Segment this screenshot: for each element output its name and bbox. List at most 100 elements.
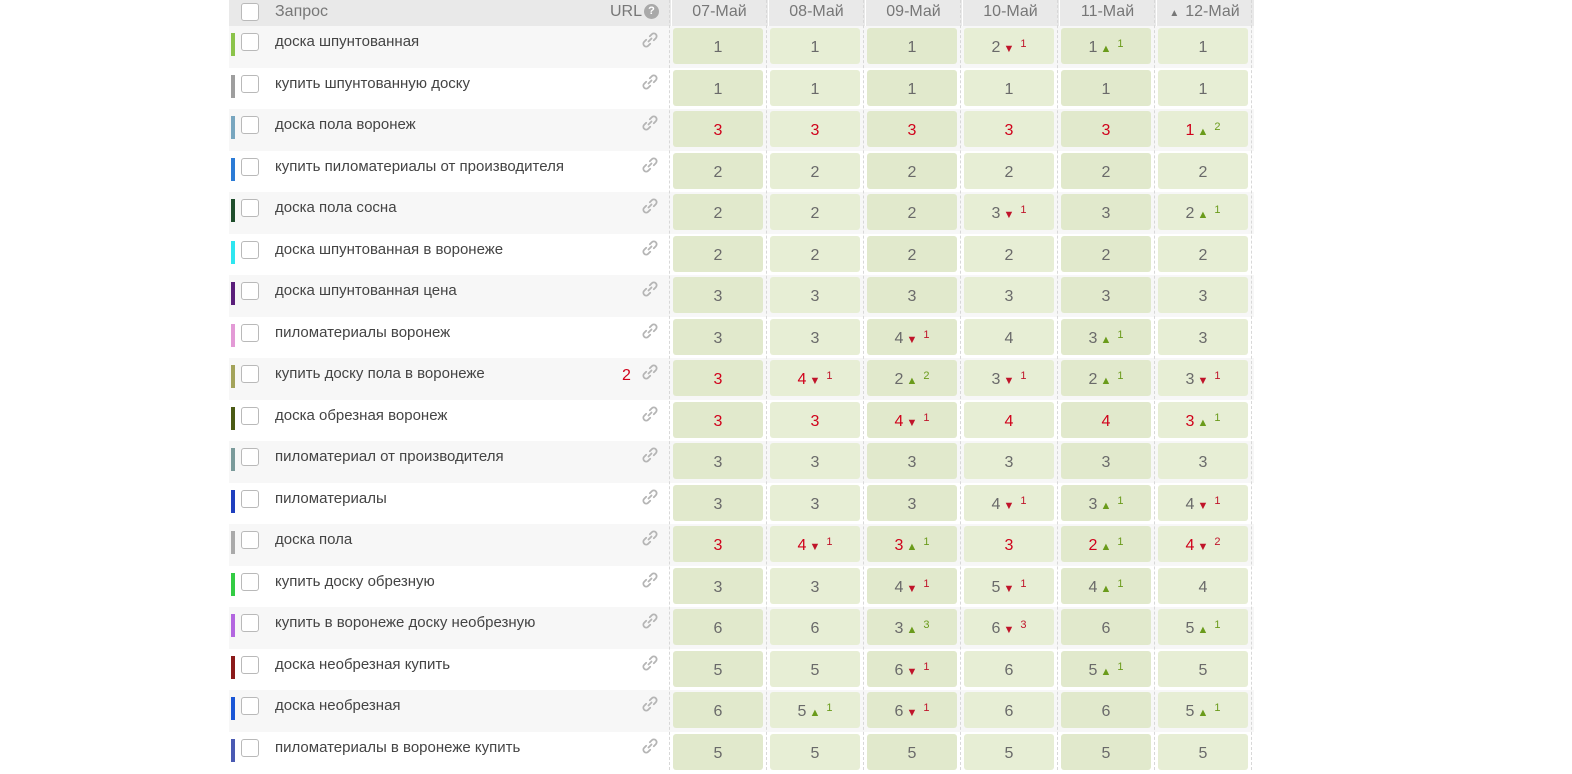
row-checkbox[interactable] [241, 33, 259, 51]
position-cell[interactable]: 4 [964, 401, 1054, 438]
position-cell[interactable]: 3 ▲ 1 [1061, 318, 1151, 355]
position-cell[interactable]: 3 ▼ 1 [964, 194, 1054, 230]
row-checkbox[interactable] [241, 448, 259, 466]
position-cell[interactable]: 3 [673, 526, 763, 562]
query-text[interactable]: доска шпунтованная в воронеже [275, 240, 504, 258]
position-cell[interactable]: 5 [1061, 733, 1151, 770]
link-icon[interactable] [640, 238, 660, 258]
position-cell[interactable]: 2 [673, 152, 763, 189]
position-cell[interactable]: 3 [964, 277, 1054, 313]
link-icon[interactable] [640, 279, 660, 299]
select-all-checkbox[interactable] [241, 3, 259, 21]
date-column-header-sorted[interactable]: ▲ 12-Май [1156, 0, 1252, 26]
position-cell[interactable]: 4 ▼ 2 [1158, 526, 1248, 562]
position-cell[interactable]: 3 [1061, 111, 1151, 147]
position-cell[interactable]: 4 ▼ 1 [964, 484, 1054, 521]
position-cell[interactable]: 2 ▼ 1 [964, 28, 1054, 64]
position-cell[interactable]: 5 [1158, 650, 1248, 687]
position-cell[interactable]: 5 [673, 733, 763, 770]
query-text[interactable]: купить в воронеже доску необрезную [275, 614, 536, 631]
link-icon[interactable] [640, 528, 660, 548]
position-cell[interactable]: 3 [1158, 277, 1248, 313]
query-text[interactable]: купить пиломатериалы от производителя [275, 157, 564, 175]
query-text[interactable]: доска пола воронеж [275, 116, 416, 133]
link-icon[interactable] [640, 30, 660, 50]
position-cell[interactable]: 1 ▲ 2 [1158, 111, 1248, 147]
query-text[interactable]: доска пола [275, 531, 353, 548]
position-cell[interactable]: 3 [673, 277, 763, 313]
position-cell[interactable]: 1 [964, 69, 1054, 106]
position-cell[interactable]: 2 [1061, 235, 1151, 272]
position-cell[interactable]: 2 ▲ 1 [1158, 194, 1248, 230]
help-icon[interactable]: ? [644, 4, 659, 19]
position-cell[interactable]: 1 [673, 28, 763, 64]
query-text[interactable]: пиломатериалы в воронеже купить [275, 738, 521, 756]
position-cell[interactable]: 1 ▲ 1 [1061, 28, 1151, 64]
link-icon[interactable] [640, 487, 660, 507]
position-cell[interactable]: 3 [964, 526, 1054, 562]
position-cell[interactable]: 3 [673, 567, 763, 604]
position-cell[interactable]: 5 [1158, 733, 1248, 770]
position-cell[interactable]: 6 [964, 692, 1054, 728]
position-cell[interactable]: 5 ▲ 1 [770, 692, 860, 728]
position-cell[interactable]: 2 [673, 235, 763, 272]
position-cell[interactable]: 3 [770, 567, 860, 604]
position-cell[interactable]: 2 [867, 235, 957, 272]
position-cell[interactable]: 3 [770, 401, 860, 438]
position-cell[interactable]: 6 ▼ 3 [964, 609, 1054, 645]
position-cell[interactable]: 6 ▼ 1 [867, 650, 957, 687]
position-cell[interactable]: 5 ▲ 1 [1061, 650, 1151, 687]
link-icon[interactable] [640, 155, 660, 175]
position-cell[interactable]: 3 [673, 401, 763, 438]
row-checkbox[interactable] [241, 365, 259, 383]
position-cell[interactable]: 3 [770, 443, 860, 479]
position-cell[interactable]: 3 ▲ 3 [867, 609, 957, 645]
position-cell[interactable]: 5 [770, 650, 860, 687]
row-checkbox[interactable] [241, 282, 259, 300]
position-cell[interactable]: 3 [770, 318, 860, 355]
position-cell[interactable]: 3 [964, 443, 1054, 479]
position-cell[interactable]: 3 [673, 443, 763, 479]
position-cell[interactable]: 2 [964, 235, 1054, 272]
date-column-header[interactable]: 11-Май [1059, 0, 1155, 26]
position-cell[interactable]: 6 [1061, 609, 1151, 645]
position-cell[interactable]: 4 [964, 318, 1054, 355]
row-checkbox[interactable] [241, 738, 259, 757]
row-checkbox[interactable] [241, 323, 259, 342]
position-cell[interactable]: 2 [770, 235, 860, 272]
link-icon[interactable] [640, 321, 660, 341]
position-cell[interactable]: 6 [964, 650, 1054, 687]
link-icon[interactable] [640, 113, 660, 133]
query-text[interactable]: доска шпунтованная [275, 33, 420, 50]
position-cell[interactable]: 3 ▼ 1 [964, 360, 1054, 396]
link-icon[interactable] [640, 362, 660, 382]
link-icon[interactable] [640, 694, 660, 714]
query-text[interactable]: пиломатериал от производителя [275, 448, 504, 465]
position-cell[interactable]: 1 [867, 28, 957, 64]
query-text[interactable]: пиломатериалы [275, 489, 387, 507]
position-cell[interactable]: 2 [770, 194, 860, 230]
position-cell[interactable]: 5 ▼ 1 [964, 567, 1054, 604]
position-cell[interactable]: 1 [1158, 69, 1248, 106]
position-cell[interactable]: 6 [770, 609, 860, 645]
position-cell[interactable]: 2 [673, 194, 763, 230]
position-cell[interactable]: 3 [673, 484, 763, 521]
position-cell[interactable]: 4 ▼ 1 [770, 360, 860, 396]
position-cell[interactable]: 3 [1061, 194, 1151, 230]
position-cell[interactable]: 6 [1061, 692, 1151, 728]
position-cell[interactable]: 1 [770, 69, 860, 106]
position-cell[interactable]: 2 [1061, 152, 1151, 189]
position-cell[interactable]: 4 ▼ 1 [1158, 484, 1248, 521]
position-cell[interactable]: 3 [867, 277, 957, 313]
link-icon[interactable] [640, 72, 660, 92]
position-cell[interactable]: 4 ▼ 1 [867, 567, 957, 604]
position-cell[interactable]: 4 [1158, 567, 1248, 604]
query-text[interactable]: доска обрезная воронеж [275, 406, 448, 424]
link-icon[interactable] [640, 404, 660, 424]
url-column-header[interactable]: URL [610, 3, 643, 20]
query-text[interactable]: купить доску пола в воронеже [275, 365, 485, 382]
position-cell[interactable]: 4 ▲ 1 [1061, 567, 1151, 604]
position-cell[interactable]: 2 ▲ 2 [867, 360, 957, 396]
position-cell[interactable]: 4 ▼ 1 [770, 526, 860, 562]
link-icon[interactable] [640, 653, 660, 673]
